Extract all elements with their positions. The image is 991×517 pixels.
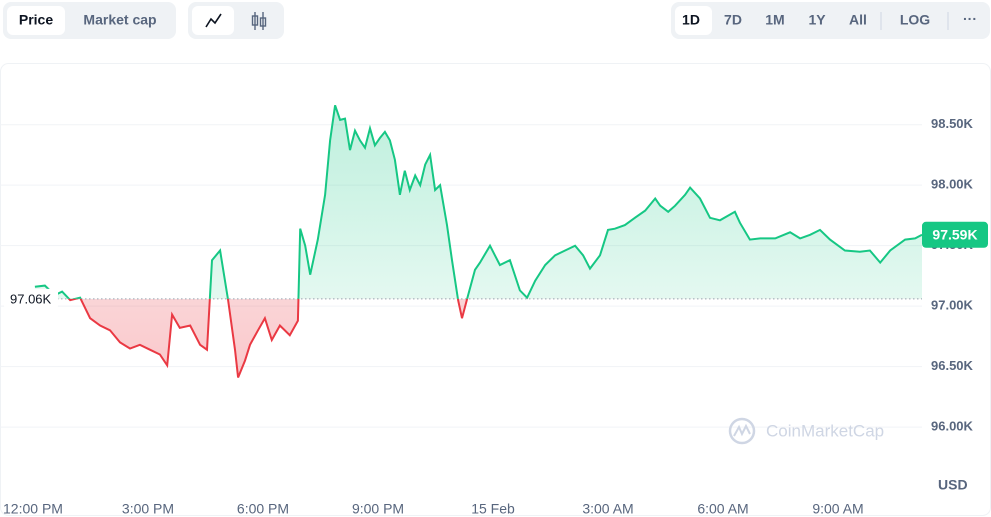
tab-bg (7, 6, 65, 35)
y-tick-label: 98.50K (931, 116, 974, 131)
range-all[interactable]: All (849, 12, 867, 28)
range-1y[interactable]: 1Y (808, 12, 826, 28)
y-tick-label: 97.00K (931, 298, 974, 313)
watermark-logo (728, 417, 756, 445)
price-line-up (34, 104, 923, 299)
x-tick-label: 6:00 AM (697, 501, 748, 517)
area-up (34, 105, 922, 299)
tab-price[interactable]: Price (19, 12, 53, 28)
y-tick-label: 98.00K (931, 177, 974, 192)
watermark-logo-mark (733, 423, 751, 437)
y-unit: USD (938, 477, 968, 493)
watermark: CoinMarketCap (766, 421, 884, 440)
range-bg (675, 6, 712, 35)
y-tick-label: 96.50K (931, 358, 974, 373)
y-tick-label: 96.00K (931, 419, 974, 434)
x-tick-label: 9:00 AM (812, 501, 863, 517)
price-line-down (67, 298, 528, 378)
x-tick-label: 3:00 PM (122, 501, 174, 517)
baseline-label-bg (4, 288, 58, 309)
last-price-badge (922, 221, 988, 248)
x-tick-label: 6:00 PM (237, 501, 289, 517)
x-tick-label: 15 Feb (471, 501, 515, 517)
x-tick-label: 9:00 PM (352, 501, 404, 517)
x-tick-label: 3:00 AM (582, 501, 633, 517)
tab-market-cap[interactable]: Market cap (83, 12, 156, 28)
last-price-label: 97.59K (932, 226, 977, 242)
log-toggle[interactable]: LOG (900, 12, 930, 28)
range-1d[interactable]: 1D (682, 12, 700, 28)
range-toggle (671, 2, 990, 39)
area-down (69, 298, 468, 378)
range-7d[interactable]: 7D (724, 12, 742, 28)
x-tick-label: 12:00 PM (3, 501, 63, 517)
more-menu[interactable]: ··· (963, 11, 977, 27)
candle-icon[interactable] (251, 12, 267, 30)
line-icon (205, 13, 222, 28)
baseline-label: 97.06K (10, 291, 52, 306)
range-1m[interactable]: 1M (765, 12, 784, 28)
